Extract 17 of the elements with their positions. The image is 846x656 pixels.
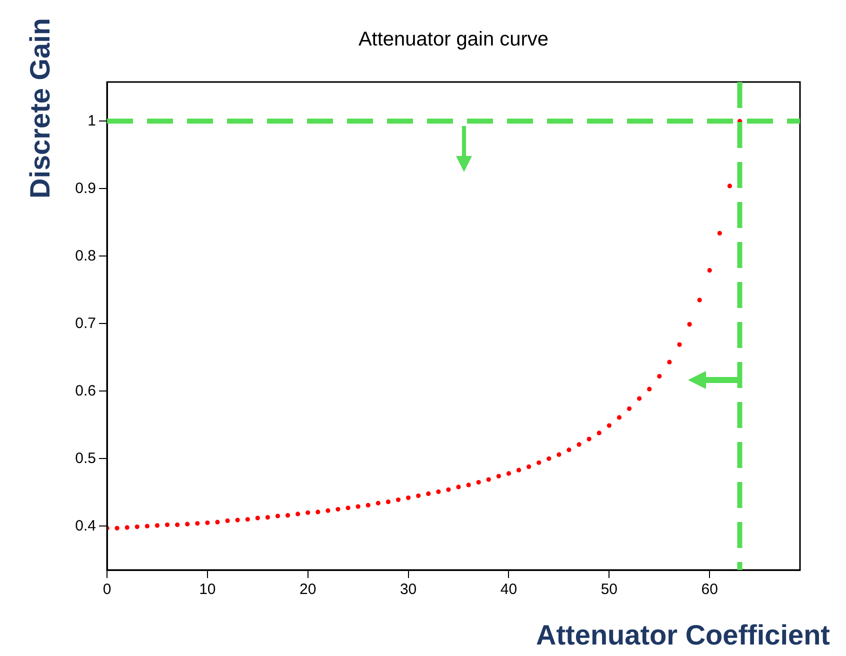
y-tick-label: 0.4: [75, 517, 96, 534]
x-tick-label: 10: [199, 581, 216, 598]
y-tick-label: 0.9: [75, 180, 96, 197]
chart-title: Attenuator gain curve: [358, 28, 549, 51]
x-tick-label: 40: [500, 581, 518, 598]
y-tick-label: 0.6: [75, 382, 96, 400]
y-tick-label: 1: [88, 112, 96, 130]
x-tick-label: 20: [300, 581, 316, 598]
y-tick-label: 0.5: [75, 450, 96, 467]
x-tick-label: 50: [600, 581, 618, 598]
x-tick-label: 30: [400, 581, 417, 598]
y-tick-label: 0.7: [75, 314, 96, 332]
y-tick-label: 0.8: [75, 247, 96, 264]
x-tick-label: 0: [102, 581, 112, 598]
y-axis-title: Discrete Gain: [24, 18, 56, 199]
x-axis-title: Attenuator Coefficient: [536, 620, 830, 651]
x-tick-label: 60: [701, 581, 718, 598]
